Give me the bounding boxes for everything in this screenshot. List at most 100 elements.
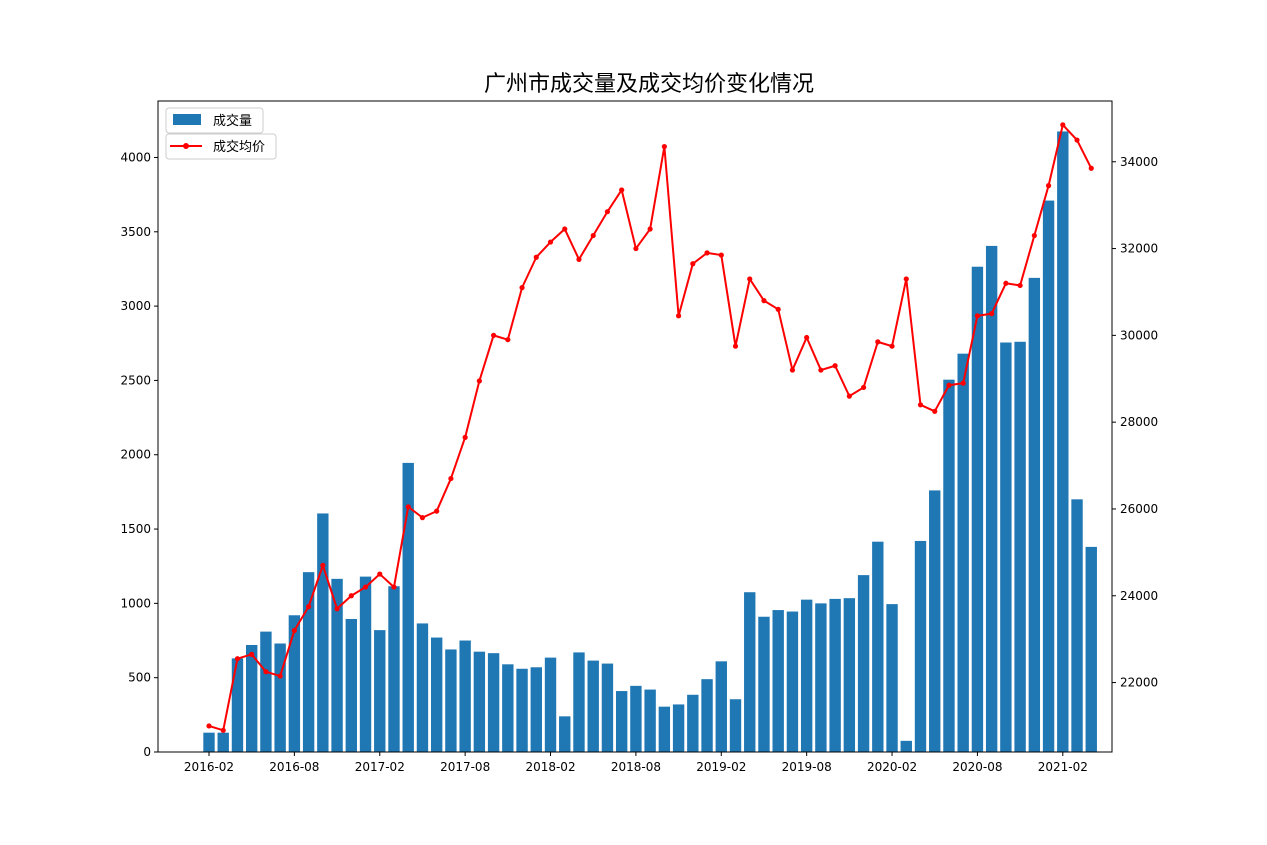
price-point-2018-01: [533, 254, 539, 260]
price-point-2016-11: [334, 606, 340, 612]
bar-2020-04: [914, 540, 927, 752]
x-tick-label: 2020-08: [952, 760, 1002, 774]
price-point-2016-12: [348, 593, 354, 599]
price-point-2020-09: [989, 311, 995, 317]
price-point-2016-02: [206, 723, 212, 729]
bar-2021-04: [1085, 546, 1097, 752]
price-point-2018-11: [675, 313, 682, 319]
price-point-2019-11: [846, 393, 852, 399]
price-point-2018-10: [661, 143, 667, 150]
bar-2016-09: [302, 572, 315, 752]
bar-2018-10: [658, 706, 671, 752]
bar-2020-10: [1000, 342, 1012, 752]
y-right-tick-label: 28000: [1120, 415, 1158, 429]
x-tick-label: 2019-02: [696, 760, 746, 774]
bar-2018-07: [615, 691, 628, 752]
price-point-2020-03: [903, 276, 909, 282]
price-point-2020-07: [960, 380, 966, 386]
bar-2018-09: [644, 689, 656, 752]
bar-2016-04: [231, 658, 244, 752]
y-left-tick-label: 2000: [120, 448, 151, 462]
price-point-2019-04: [747, 276, 753, 282]
price-point-2020-08: [974, 313, 981, 319]
y-right-tick-label: 26000: [1120, 502, 1158, 516]
price-point-2017-02: [377, 571, 383, 577]
bar-2019-10: [829, 598, 841, 752]
bar-2018-06: [601, 663, 614, 752]
legend-box-price: 成交均价: [165, 133, 277, 160]
price-point-2020-01: [875, 339, 881, 345]
x-tick-label: 2016-02: [184, 760, 234, 774]
bar-2020-01: [872, 541, 884, 752]
price-point-2020-02: [889, 343, 895, 349]
price-point-2018-09: [647, 226, 653, 232]
price-point-2019-02: [718, 252, 724, 258]
price-point-2018-04: [576, 256, 582, 263]
bar-2018-04: [573, 652, 585, 752]
bar-series: [203, 131, 1097, 753]
price-point-2017-08: [462, 434, 468, 440]
bar-2018-01: [530, 667, 542, 752]
bar-2016-12: [345, 618, 357, 752]
bar-2017-06: [430, 637, 443, 752]
price-point-2018-02: [547, 239, 554, 245]
price-point-2020-10: [1003, 280, 1009, 286]
bar-2020-06: [943, 379, 955, 752]
bar-2019-01: [701, 679, 713, 752]
bar-2019-11: [843, 598, 856, 752]
price-point-2017-10: [491, 332, 497, 338]
y-right-tick-label: 32000: [1120, 242, 1158, 256]
bar-2019-12: [857, 575, 870, 752]
y-right-tick-label: 30000: [1120, 328, 1158, 342]
bar-2017-11: [502, 664, 514, 752]
x-axis: 2016-02 2016-08 2017-02 2017-08 2018-02 2018-…: [184, 752, 1088, 774]
bar-2016-08: [288, 615, 301, 752]
y-right-tick-label: 24000: [1120, 589, 1158, 603]
bar-2019-05: [758, 616, 770, 752]
price-point-2016-10: [320, 562, 326, 568]
price-point-2020-06: [946, 382, 952, 388]
bar-2016-07: [274, 643, 286, 752]
bar-2016-06: [260, 631, 272, 752]
x-tick-label: 2020-02: [867, 760, 917, 774]
y-axis-right: 22000 24000 26000 28000 30000 32000 34000: [1112, 155, 1158, 690]
price-point-2021-04: [1088, 165, 1094, 171]
price-point-2021-03: [1074, 137, 1080, 143]
legend-swatch-volume: [173, 114, 201, 125]
bar-2017-02: [374, 630, 386, 752]
price-point-2020-12: [1031, 232, 1037, 239]
y-left-tick-label: 3000: [120, 299, 151, 313]
price-point-2016-05: [249, 651, 255, 657]
x-tick-label: 2018-08: [611, 760, 661, 774]
bar-2017-01: [359, 576, 372, 752]
price-point-2016-07: [277, 673, 283, 679]
price-point-2016-08: [291, 627, 297, 634]
bar-2020-02: [886, 604, 898, 752]
bar-2021-02: [1057, 131, 1069, 753]
bar-2017-07: [445, 649, 457, 752]
bar-2018-11: [672, 704, 685, 752]
price-point-2019-05: [761, 298, 767, 304]
price-point-2021-01: [1045, 183, 1052, 189]
y-left-tick-label: 4000: [120, 150, 151, 164]
y-axis-left: 0 500 1000 1500 2000 2500 3000 3500 4000: [120, 150, 158, 759]
price-point-2016-09: [306, 604, 312, 610]
legend-swatch-price-marker: [183, 143, 189, 149]
price-point-2019-10: [832, 363, 838, 369]
bar-2019-04: [744, 592, 756, 752]
bar-2021-01: [1042, 200, 1055, 752]
bar-2018-12: [687, 694, 699, 752]
price-point-2019-08: [804, 334, 810, 341]
price-point-2020-11: [1017, 282, 1023, 289]
bar-2019-02: [715, 661, 727, 752]
bar-2020-05: [929, 490, 941, 752]
bar-2017-12: [516, 668, 528, 752]
bar-2019-08: [800, 599, 813, 752]
x-tick-label: 2021-02: [1038, 760, 1088, 774]
legend: 成交量 成交均价: [165, 107, 277, 160]
bar-2020-12: [1028, 277, 1041, 752]
bar-2018-02: [544, 657, 557, 752]
price-point-2019-06: [775, 306, 781, 312]
bar-2019-03: [729, 699, 742, 752]
price-point-2018-12: [690, 261, 696, 267]
